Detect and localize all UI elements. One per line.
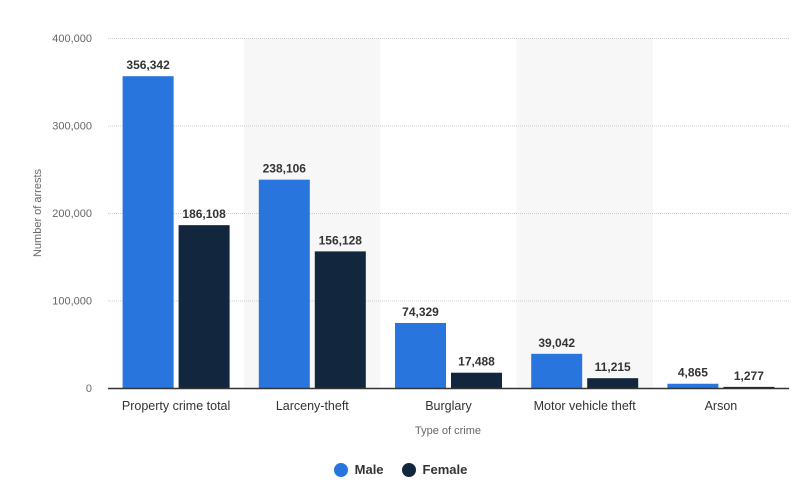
x-tick-label: Burglary <box>425 399 472 413</box>
legend-label-male: Male <box>354 462 384 477</box>
data-label: 11,215 <box>595 360 631 374</box>
data-label: 186,108 <box>182 207 226 221</box>
x-tick-label: Motor vehicle theft <box>534 399 637 413</box>
bar-female[interactable] <box>451 372 502 388</box>
female-legend-dot-icon <box>401 462 416 477</box>
legend: Male Female <box>0 462 801 477</box>
data-label: 17,488 <box>458 355 495 369</box>
x-axis-title: Type of crime <box>415 425 481 437</box>
bar-male[interactable] <box>122 76 174 389</box>
bar-female[interactable] <box>178 225 230 388</box>
x-tick-label: Larceny-theft <box>276 399 349 413</box>
legend-item-female[interactable]: Female <box>401 462 468 477</box>
bar-male[interactable] <box>258 179 310 388</box>
legend-item-male[interactable]: Male <box>333 462 384 477</box>
y-tick-label: 400,000 <box>52 33 92 45</box>
data-label: 238,106 <box>263 162 307 176</box>
data-label: 156,128 <box>319 233 363 247</box>
bar-female[interactable] <box>314 251 366 388</box>
data-label: 4,865 <box>678 366 708 380</box>
y-tick-label: 300,000 <box>52 121 92 133</box>
bar-female[interactable] <box>587 378 639 388</box>
bar-male[interactable] <box>531 353 583 388</box>
x-tick-label: Property crime total <box>122 399 230 413</box>
x-tick-label: Arson <box>705 399 738 413</box>
data-label: 74,329 <box>402 305 439 319</box>
data-label: 356,342 <box>126 58 170 72</box>
bar-male[interactable] <box>395 322 446 388</box>
male-legend-dot-icon <box>333 462 348 477</box>
legend-label-female: Female <box>422 462 468 477</box>
bar-female[interactable] <box>723 386 775 388</box>
y-tick-label: 200,000 <box>52 208 92 220</box>
data-label: 1,277 <box>734 369 764 383</box>
y-tick-label: 100,000 <box>52 296 92 308</box>
bar-male[interactable] <box>667 383 719 388</box>
data-label: 39,042 <box>538 336 575 350</box>
y-axis-title: Number of arrests <box>32 168 44 257</box>
y-tick-label: 0 <box>86 383 92 395</box>
